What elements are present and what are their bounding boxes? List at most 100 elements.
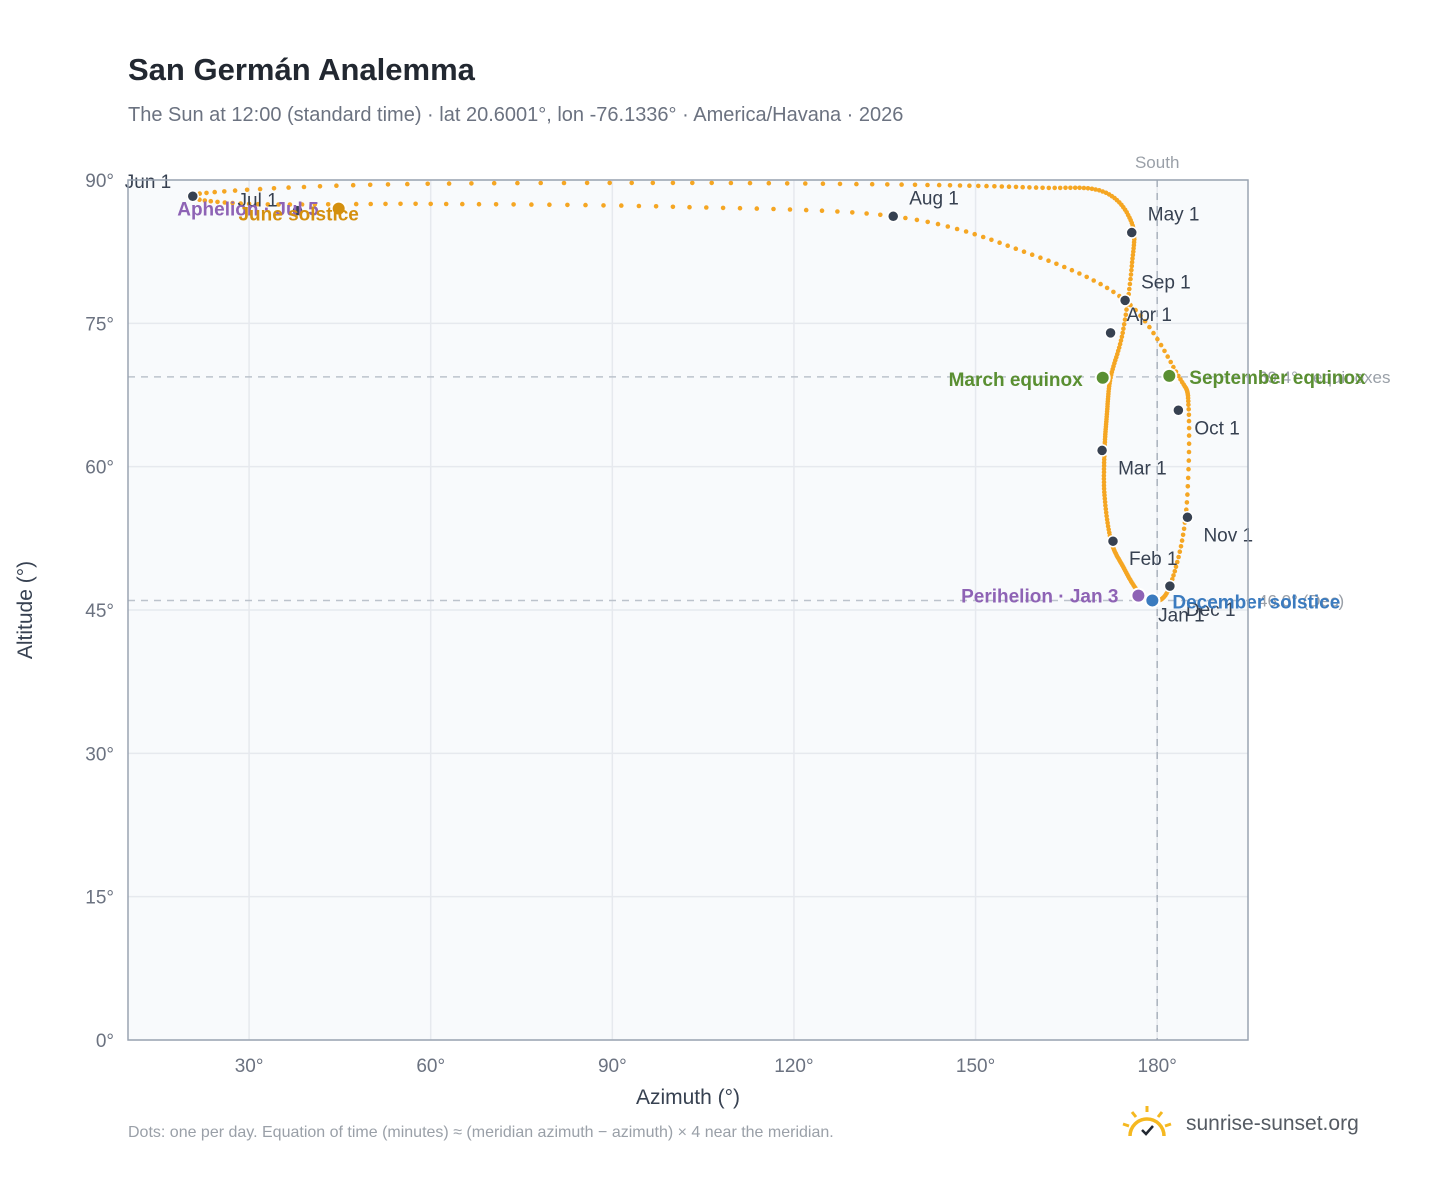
daily-dot: [446, 181, 452, 186]
daily-dot: [1186, 433, 1192, 438]
daily-dot: [984, 183, 989, 189]
month-marker-label: Feb 1: [1129, 549, 1178, 570]
daily-dot: [1121, 322, 1127, 327]
daily-dot: [1101, 479, 1107, 485]
month-marker-label: Sep 1: [1141, 272, 1191, 293]
month-markers: Jan 1 Feb 1 Mar 1 Apr 1 May 1 Jun 1 Jul 1 Aug 1…: [125, 172, 1253, 626]
daily-dot: [1069, 267, 1075, 273]
daily-dot: [1072, 185, 1078, 191]
daily-dot: [493, 202, 499, 207]
daily-dot: [547, 202, 552, 207]
daily-dot: [405, 181, 410, 187]
special-marker: [1094, 369, 1111, 386]
daily-dot: [1186, 407, 1191, 412]
daily-dot: [670, 204, 676, 210]
daily-dot: [1142, 318, 1148, 324]
daily-dot: [835, 209, 840, 214]
daily-dot: [1186, 449, 1192, 455]
month-marker: [186, 189, 200, 203]
daily-dot: [1171, 364, 1176, 370]
special-marker-label: December solstice: [1172, 592, 1340, 613]
daily-dot: [276, 202, 281, 207]
plot-frame: [127, 179, 1249, 1041]
month-marker: [1104, 326, 1117, 340]
daily-dot: [350, 182, 356, 188]
daily-dot: [529, 202, 534, 207]
y-tick-label: 90°: [85, 171, 114, 192]
daily-dot: [1103, 503, 1108, 508]
daily-dot: [1186, 402, 1191, 408]
month-marker-label: Oct 1: [1194, 418, 1239, 439]
daily-dot: [1057, 185, 1063, 191]
daily-dot: [238, 201, 243, 206]
daily-dot: [1128, 272, 1134, 277]
daily-dot: [999, 184, 1005, 189]
daily-dot: [1185, 484, 1191, 489]
daily-dot: [353, 201, 359, 207]
daily-dot: [325, 202, 331, 207]
daily-dot: [1100, 189, 1105, 194]
meridian-reference-label: South: [1135, 153, 1179, 172]
daily-dot: [903, 215, 908, 221]
daily-dot: [1105, 524, 1111, 529]
daily-dot: [1068, 185, 1073, 191]
daily-dot: [1052, 185, 1057, 191]
daily-dot: [1127, 286, 1132, 292]
special-marker: [1130, 587, 1147, 604]
special-marker: [330, 200, 347, 217]
daily-dot: [1098, 281, 1103, 287]
daily-dot: [967, 183, 972, 188]
daily-dot: [232, 188, 238, 193]
daily-dot: [1130, 252, 1136, 258]
daily-dot: [1186, 441, 1192, 447]
y-tick-label: 15°: [85, 888, 114, 909]
daily-dot: [1176, 554, 1181, 560]
daily-dot: [737, 205, 743, 211]
daily-dot: [428, 201, 434, 207]
daily-dot: [720, 205, 726, 211]
chart-subtitle: The Sun at 12:00 (standard time) · lat 2…: [128, 104, 904, 126]
daily-dot: [980, 234, 986, 240]
daily-dot: [212, 189, 217, 195]
brand[interactable]: sunrise-sunset.org: [1120, 1102, 1359, 1146]
daily-dot: [1111, 289, 1116, 295]
daily-dot: [819, 208, 825, 213]
daily-dot: [1119, 334, 1125, 340]
daily-dot: [947, 183, 953, 188]
daily-dot: [1129, 263, 1135, 269]
daily-dot: [1101, 466, 1107, 472]
daily-dot: [208, 198, 214, 204]
daily-dot: [629, 180, 634, 186]
y-tick-label: 30°: [85, 744, 114, 765]
daily-dot: [246, 201, 252, 207]
daily-dot: [803, 207, 809, 213]
daily-dot: [1093, 187, 1098, 192]
daily-dot: [936, 182, 942, 188]
special-markers: March equinox September equinox Perihelion…: [177, 200, 1366, 614]
daily-dot: [1165, 354, 1170, 359]
daily-dot: [1104, 517, 1110, 522]
x-tick-label: 120°: [774, 1056, 813, 1077]
daily-dot: [850, 210, 855, 215]
daily-dot: [334, 183, 339, 188]
daily-dot: [1151, 330, 1156, 336]
chart-title: San Germán Analemma: [128, 52, 475, 87]
daily-dot: [636, 203, 642, 209]
month-marker-label: Jul 1: [238, 191, 278, 212]
month-marker: [1118, 294, 1132, 307]
special-marker: [1144, 592, 1161, 609]
daily-dot: [912, 182, 918, 188]
x-tick-label: 90°: [598, 1056, 627, 1077]
x-tick-label: 30°: [235, 1056, 264, 1077]
daily-dot: [992, 184, 997, 189]
daily-dot: [1186, 466, 1191, 472]
daily-dot: [925, 219, 930, 225]
daily-dot: [1104, 513, 1109, 519]
daily-dot: [1029, 252, 1035, 257]
month-marker-label: Aug 1: [909, 188, 959, 209]
daily-dot: [1077, 271, 1082, 276]
daily-dot: [1118, 338, 1124, 343]
daily-dot: [1158, 342, 1164, 348]
daily-dot: [1184, 507, 1189, 512]
daily-dot: [230, 200, 235, 206]
